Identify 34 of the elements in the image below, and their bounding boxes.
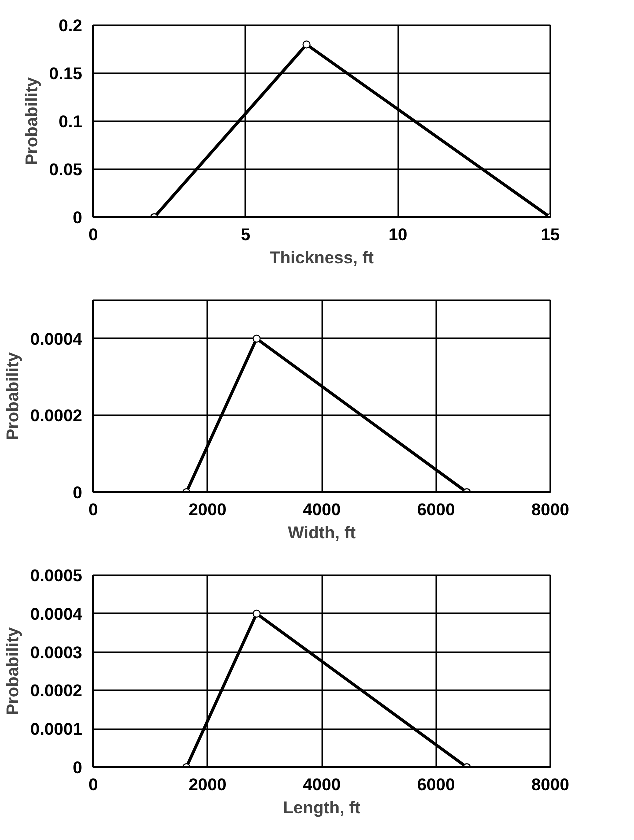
y-tick-label: 0.0003 xyxy=(30,643,83,662)
x-tick-label: 8000 xyxy=(532,776,570,794)
y-axis-title: Probability xyxy=(4,352,23,440)
x-tick-label: 15 xyxy=(541,226,560,244)
x-tick-label: 6000 xyxy=(417,500,456,520)
x-tick-label: 8000 xyxy=(532,500,570,520)
y-tick-label: 0 xyxy=(73,484,83,502)
y-tick-label: 0.0004 xyxy=(30,330,84,349)
y-tick-label: 0.0005 xyxy=(30,566,83,586)
y-tick-label: 0 xyxy=(73,208,83,228)
x-tick-label: 4000 xyxy=(303,500,341,520)
y-tick-label: 0.0002 xyxy=(30,682,83,701)
x-tick-label: 2000 xyxy=(188,776,227,794)
x-tick-label: 4000 xyxy=(303,776,341,794)
x-axis-title: Length, ft xyxy=(283,798,362,818)
x-tick-label: 0 xyxy=(88,500,98,520)
y-tick-label: 0.2 xyxy=(58,16,83,36)
x-tick-label: 0 xyxy=(88,226,98,244)
y-tick-label: 0.1 xyxy=(58,112,83,132)
x-tick-label: 2000 xyxy=(188,500,227,520)
y-tick-label: 0.0001 xyxy=(30,720,83,740)
y-tick-label: 0 xyxy=(73,758,83,778)
x-tick-label: 6000 xyxy=(417,776,456,794)
x-axis-title: Width, ft xyxy=(288,524,356,542)
y-tick-label: 0.0002 xyxy=(30,406,83,426)
x-axis-title: Thickness, ft xyxy=(270,248,374,268)
y-tick-label: 0.05 xyxy=(49,160,83,180)
x-tick-label: 0 xyxy=(88,776,98,794)
y-tick-label: 0.0004 xyxy=(30,604,84,624)
y-axis-title: Probability xyxy=(4,627,23,716)
x-tick-label: 10 xyxy=(388,226,408,244)
y-axis-title: Probability xyxy=(22,77,42,166)
x-tick-label: 5 xyxy=(241,226,251,244)
y-tick-label: 0.15 xyxy=(49,64,83,84)
